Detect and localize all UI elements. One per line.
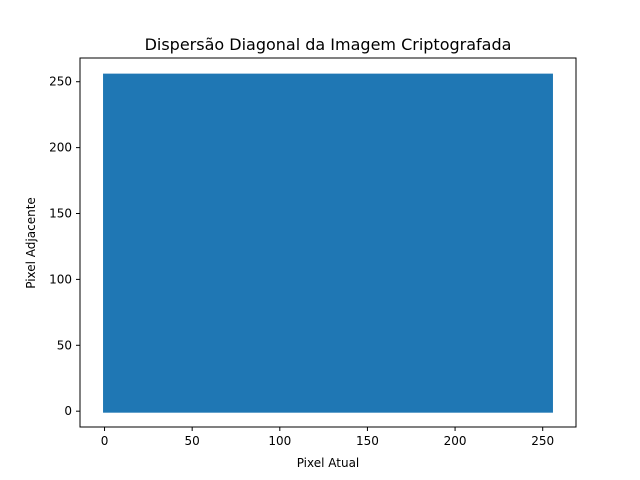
y-axis-ticks: 0 50 100 150 200 250 (49, 75, 80, 418)
y-tick-label: 0 (64, 404, 72, 418)
x-tick-label: 50 (185, 434, 200, 448)
x-axis-label: Pixel Atual (297, 456, 360, 470)
y-tick-label: 200 (49, 141, 72, 155)
chart-title: Dispersão Diagonal da Imagem Criptografa… (145, 35, 512, 54)
y-tick-label: 50 (57, 338, 72, 352)
x-tick-label: 200 (444, 434, 467, 448)
y-tick-label: 150 (49, 207, 72, 221)
x-axis-ticks: 0 50 100 150 200 250 (101, 427, 554, 448)
x-tick-label: 150 (356, 434, 379, 448)
plot-area (79, 57, 577, 428)
axes-frame (79, 57, 577, 428)
scatter-points (103, 73, 553, 413)
y-axis-label: Pixel Adjacente (24, 197, 38, 289)
x-tick-label: 100 (268, 434, 291, 448)
y-tick-label: 250 (49, 75, 72, 89)
x-tick-label: 0 (101, 434, 109, 448)
x-tick-label: 250 (531, 434, 554, 448)
y-tick-label: 100 (49, 272, 72, 286)
